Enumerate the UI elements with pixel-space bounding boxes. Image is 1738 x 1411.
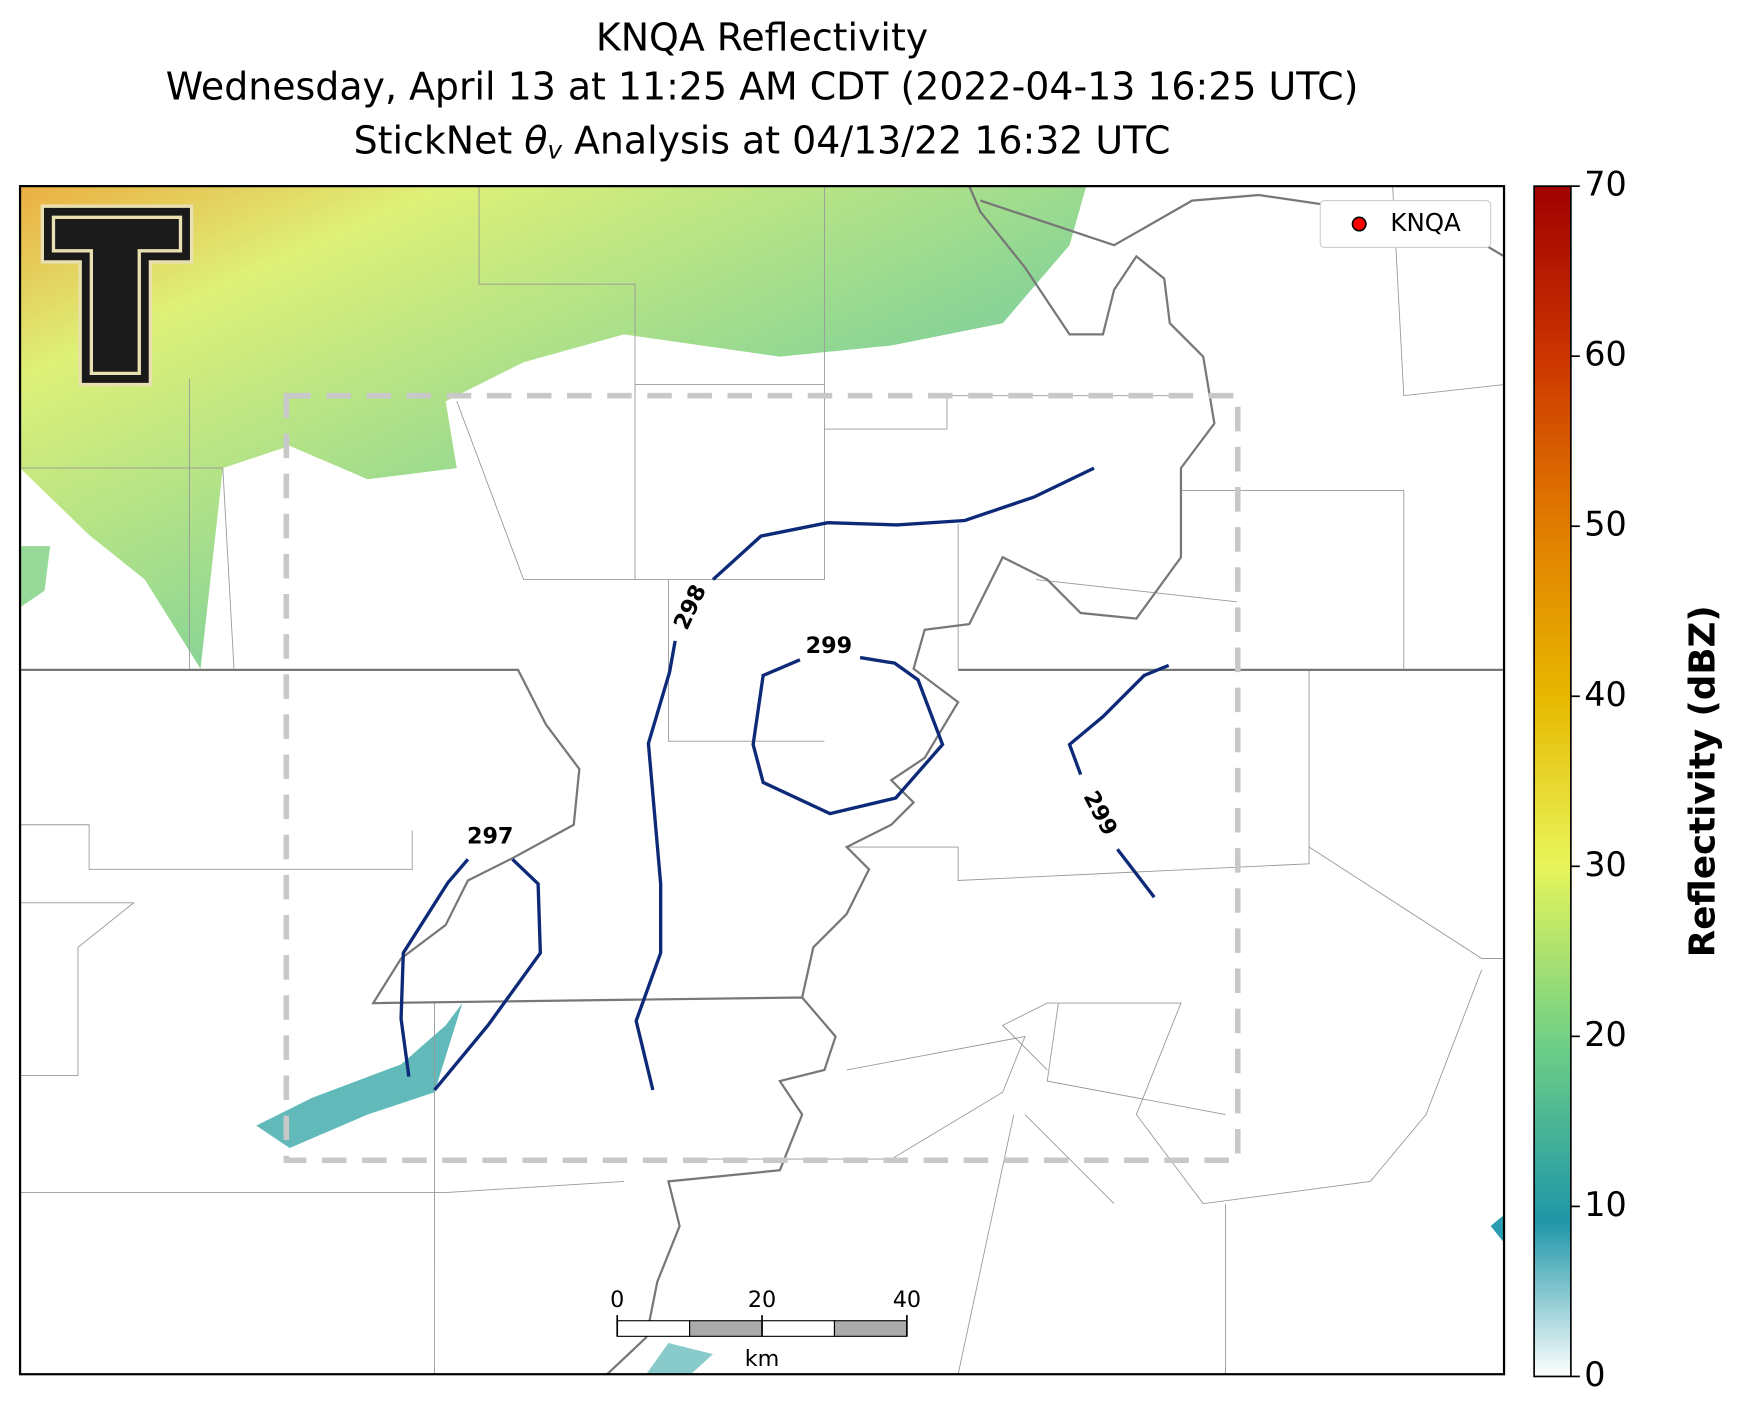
contour-label: 297 [467,824,513,850]
contour-label: 299 [806,633,852,659]
contour-labels: 297 298 299 299 [467,581,1122,850]
subtitle-part: Analysis at 04/13/22 16:32 UTC [574,118,1170,162]
colorbar-tick-label: 30 [1584,845,1627,884]
colorbar-tick-label: 60 [1584,335,1627,374]
contour-line [399,858,543,1092]
colorbar-tick-label: 70 [1584,165,1627,204]
colorbar-tick-label: 0 [1584,1355,1605,1394]
analysis-domain [283,392,1241,1164]
contour-line [751,655,945,816]
subtitle: StickNet θv Analysis at 04/13/22 16:32 U… [354,118,1171,171]
radar-echo [256,1003,463,1148]
subtitle-part: v [547,136,562,165]
scale-segment [833,1320,908,1337]
scale-segment [761,1320,836,1337]
colorbar-scale [1533,185,1572,1378]
contour-label: 298 [669,581,712,634]
map-area: 297 298 299 299 KNQA km 0 20 40 [20,186,1505,1375]
radar-echo [20,186,1087,669]
subtitle-part: StickNet [354,118,513,162]
contour-label: 299 [1078,787,1123,840]
colorbar-tick-label: 50 [1584,505,1627,544]
map-frame [18,185,1506,1376]
legend-box [1319,200,1492,248]
subtitle-part: θ [524,118,547,162]
colorbar: Reflectivity (dBZ) 0 10 20 30 40 50 60 70 [1533,165,1724,1394]
title: KNQA Reflectivity [596,16,928,60]
radar-echo [646,1343,714,1375]
scale-tick-label: 20 [748,1287,776,1313]
title: Wednesday, April 13 at 11:25 AM CDT (202… [166,65,1359,109]
colorbar-tick-label: 20 [1584,1015,1627,1054]
radar-echo [20,546,51,608]
scale-bar: km 0 20 40 [610,1287,921,1372]
scale-unit: km [745,1346,780,1372]
logo [40,204,194,387]
legend-marker [1351,216,1367,232]
contour-line [634,466,1095,1091]
colorbar-tick-label: 10 [1584,1185,1627,1224]
scale-segment [616,1320,691,1337]
legend: KNQA [1319,200,1492,248]
scale-tick-label: 40 [893,1287,921,1313]
colorbar-label: Reflectivity (dBZ) [1683,605,1724,957]
radar-echo [1490,1214,1505,1243]
contours [399,466,1170,1092]
scale-tick-label: 0 [610,1287,624,1313]
scale-segment [689,1320,763,1337]
colorbar-tick-label: 40 [1584,675,1627,714]
county-lines [20,186,1505,1375]
legend-label: KNQA [1390,208,1461,237]
contour-line [1067,663,1170,899]
